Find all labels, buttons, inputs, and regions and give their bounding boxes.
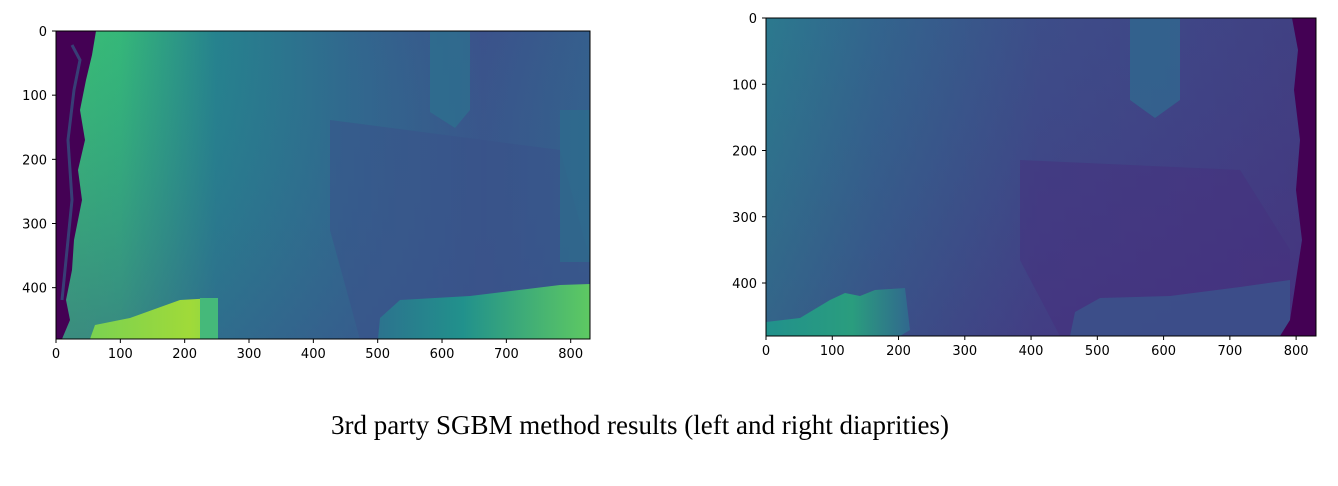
right-xtick-label: 400 (1019, 344, 1044, 359)
left-ytick-label: 0 (39, 25, 47, 40)
right-xtick-label: 300 (952, 344, 977, 359)
right-ytick-label: 100 (732, 78, 757, 93)
figure-caption: 3rd party SGBM method results (left and … (331, 410, 949, 440)
left-xtick-label: 0 (52, 347, 60, 362)
right-xtick-label: 200 (886, 344, 911, 359)
left-xtick-label: 700 (494, 347, 519, 362)
left-xtick-label: 400 (301, 347, 326, 362)
left-ytick-label: 100 (22, 89, 47, 104)
right-ytick-label: 400 (732, 277, 757, 292)
left-ytick-label: 300 (22, 218, 47, 233)
right-disparity-image (766, 18, 1316, 336)
left-axes: 0 100 200 300 400 500 600 700 800 0 100 200 300 400 (22, 25, 583, 362)
right-axes: 0 100 200 300 400 500 600 700 800 0 100 200 300 400 (732, 12, 1308, 359)
left-xtick-label: 500 (365, 347, 390, 362)
right-ytick-label: 300 (732, 211, 757, 226)
left-xtick-label: 100 (108, 347, 133, 362)
right-disparity-plot: 0 100 200 300 400 500 600 700 800 0 100 200 300 400 (732, 12, 1317, 359)
right-ytick-label: 200 (732, 145, 757, 160)
right-xtick-label: 800 (1284, 344, 1309, 359)
left-disparity-image (56, 31, 590, 339)
right-xtick-label: 0 (762, 344, 770, 359)
left-ytick-label: 200 (22, 153, 47, 168)
right-xtick-label: 500 (1085, 344, 1110, 359)
right-plot-frame (765, 17, 1317, 337)
right-xtick-label: 600 (1151, 344, 1176, 359)
right-xtick-label: 700 (1217, 344, 1242, 359)
left-ytick-label: 400 (22, 282, 47, 297)
left-plot-frame (55, 30, 591, 340)
left-xtick-label: 800 (558, 347, 583, 362)
right-ytick-label: 0 (749, 12, 757, 27)
left-xtick-label: 200 (172, 347, 197, 362)
left-disparity-plot: 0 100 200 300 400 500 600 700 800 0 100 200 300 400 (22, 25, 591, 362)
left-xtick-label: 600 (430, 347, 455, 362)
right-xtick-label: 100 (820, 344, 845, 359)
left-xtick-label: 300 (237, 347, 262, 362)
